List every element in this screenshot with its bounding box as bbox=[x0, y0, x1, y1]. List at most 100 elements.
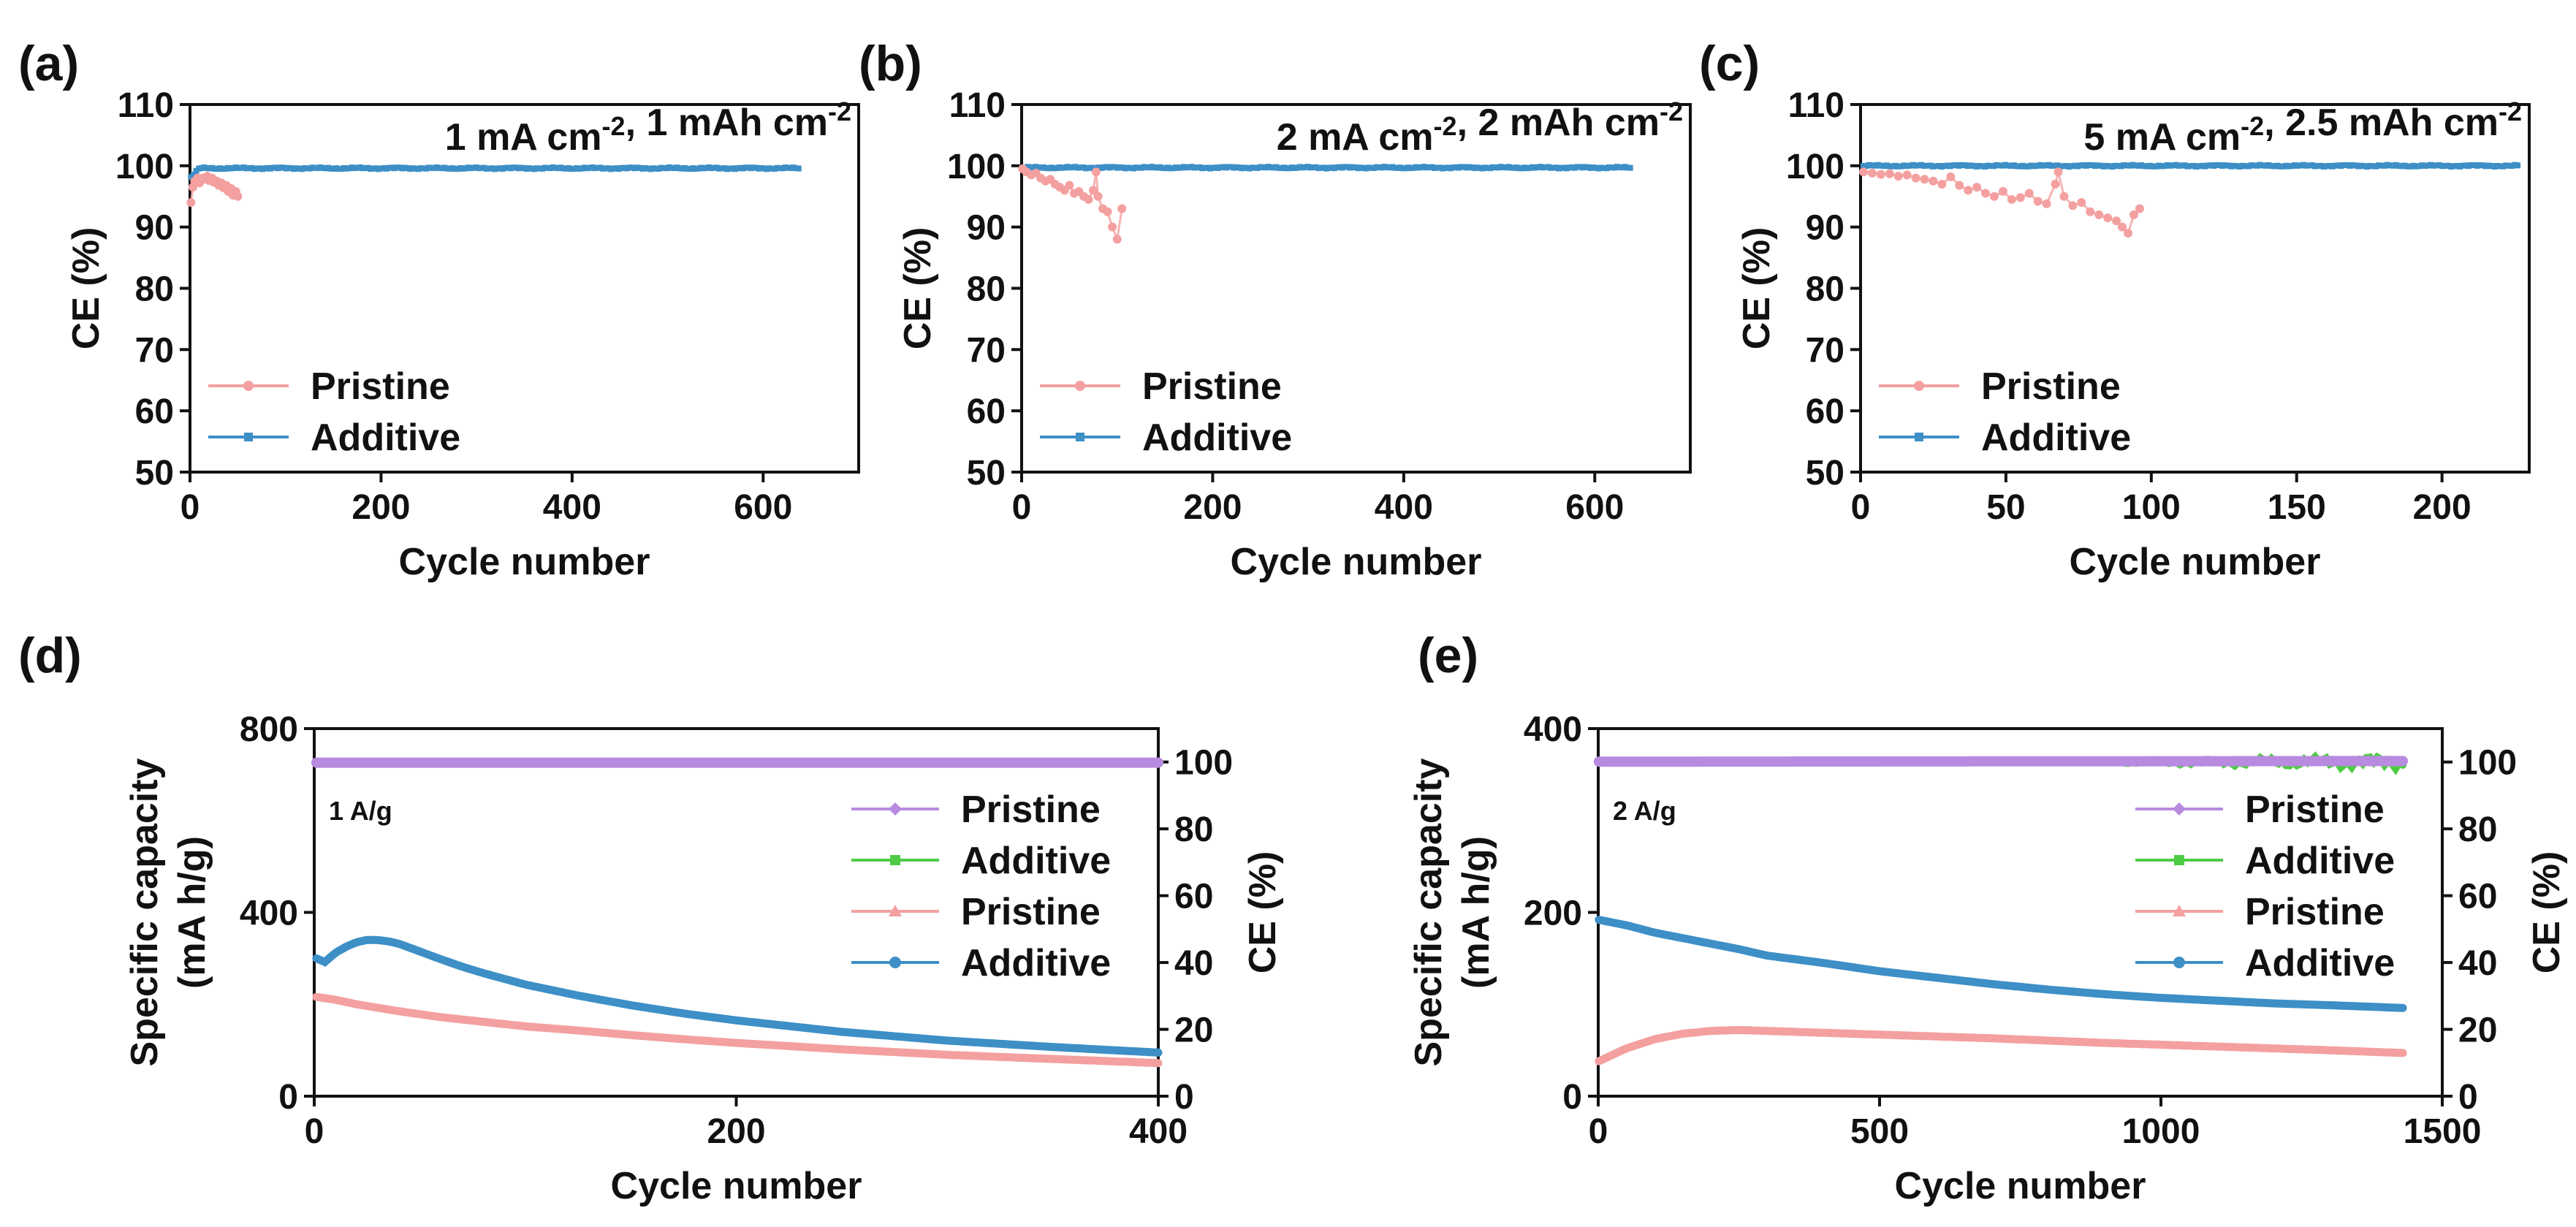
y2-tick-label: 60 bbox=[1174, 878, 1213, 916]
legend-capacity-pristine-marker bbox=[2173, 905, 2186, 916]
capacity-additive-line bbox=[1595, 916, 2407, 1012]
pristine-point bbox=[1998, 187, 2007, 197]
x-tick-label: 200 bbox=[352, 488, 410, 527]
legend-capacity-additive-marker bbox=[2173, 957, 2185, 968]
x-tick-label: 0 bbox=[1589, 1112, 1608, 1151]
pristine-point bbox=[233, 191, 243, 201]
legend-ce-pristine-label: Pristine bbox=[2245, 789, 2385, 831]
legend-label-pristine: Pristine bbox=[1981, 365, 2121, 408]
additive-point bbox=[2515, 162, 2521, 169]
y-axis-title: CE (%) bbox=[1736, 227, 1778, 350]
x-axis-title: Cycle number bbox=[1895, 1165, 2146, 1207]
y-tick-label: 110 bbox=[949, 86, 1006, 125]
y-tick-label: 90 bbox=[135, 209, 174, 248]
legend-label-additive: Additive bbox=[1981, 417, 2131, 459]
condition-annotation: 5 mA cm-2, 2.5 mAh cm-2 bbox=[2083, 96, 2522, 159]
y2-axis-title: CE (%) bbox=[1242, 851, 1284, 974]
pristine-point bbox=[1955, 181, 1964, 190]
legend-capacity-pristine-marker bbox=[889, 905, 902, 916]
y-tick-label: 0 bbox=[278, 1078, 298, 1117]
pristine-point bbox=[2051, 179, 2060, 189]
rate-label: 2 A/g bbox=[1613, 796, 1676, 826]
legend-marker-pristine bbox=[243, 381, 254, 391]
panel-b: (b) 0 200 400 600 50 60 70 80 90 100 110 Cycle numbe… bbox=[859, 36, 1692, 583]
x-tick-label: 150 bbox=[2268, 488, 2326, 527]
y2-tick-label: 20 bbox=[2458, 1011, 2497, 1050]
legend-capacity-additive-label: Additive bbox=[2245, 942, 2395, 984]
x-axis-title: Cycle number bbox=[611, 1165, 862, 1207]
x-tick-label: 100 bbox=[2122, 488, 2181, 527]
y-tick-label: 60 bbox=[967, 392, 1006, 431]
plot-frame bbox=[1859, 103, 2531, 474]
y-tick-label: 110 bbox=[1788, 86, 1844, 125]
x-tick-label: 0 bbox=[1851, 488, 1871, 527]
additive-point bbox=[795, 165, 802, 172]
pristine-point bbox=[1093, 191, 1103, 201]
plot-frame bbox=[1020, 103, 1692, 474]
y2-tick-label: 100 bbox=[1174, 744, 1233, 783]
y2-tick-label: 0 bbox=[1174, 1078, 1194, 1117]
x-tick-label: 50 bbox=[1986, 488, 2025, 527]
y2-tick-label: 20 bbox=[1174, 1011, 1213, 1050]
y2-tick-label: 80 bbox=[1174, 810, 1213, 849]
pristine-point bbox=[1981, 189, 1991, 198]
x-axis-title: Cycle number bbox=[2070, 541, 2321, 583]
x-tick-label: 1500 bbox=[2404, 1112, 2482, 1151]
x-tick-label: 600 bbox=[734, 488, 792, 527]
pristine-point bbox=[1972, 183, 1982, 192]
legend-marker-pristine bbox=[1075, 381, 1085, 391]
legend-label-additive: Additive bbox=[1142, 417, 1292, 459]
pristine-point bbox=[2135, 204, 2144, 213]
panel-label: (b) bbox=[859, 36, 922, 91]
y-tick-label: 100 bbox=[1786, 148, 1844, 186]
pristine-point bbox=[2015, 193, 2025, 202]
y-tick-label: 60 bbox=[135, 392, 174, 431]
pristine-point bbox=[2053, 167, 2063, 177]
y2-tick-label: 40 bbox=[2458, 944, 2497, 983]
pristine-point bbox=[2118, 222, 2127, 232]
pristine-point bbox=[1065, 181, 1074, 190]
legend-marker-additive bbox=[244, 433, 253, 441]
legend-marker-additive bbox=[1915, 433, 1923, 441]
pristine-point bbox=[1937, 179, 1947, 189]
x-tick-label: 1000 bbox=[2122, 1112, 2200, 1151]
pristine-point bbox=[2103, 213, 2113, 223]
legend-ce-pristine-marker bbox=[889, 802, 902, 816]
x-axis-title: Cycle number bbox=[399, 541, 650, 583]
legend-capacity-pristine-label: Pristine bbox=[961, 891, 1101, 933]
pristine-point bbox=[2094, 210, 2104, 219]
pristine-point bbox=[1117, 204, 1127, 213]
rate-label: 1 A/g bbox=[329, 796, 392, 826]
y-axis-title: CE (%) bbox=[897, 227, 939, 350]
pristine-point bbox=[1893, 172, 1903, 181]
x-tick-label: 400 bbox=[1375, 488, 1433, 527]
y-tick-label: 200 bbox=[1524, 894, 1582, 933]
y-tick-label: 50 bbox=[967, 454, 1006, 493]
pristine-point bbox=[1964, 186, 1973, 195]
panel-label: (e) bbox=[1418, 628, 1478, 683]
pristine-point bbox=[2007, 194, 2016, 204]
x-tick-label: 400 bbox=[543, 488, 601, 527]
y-tick-label: 90 bbox=[1806, 209, 1844, 248]
y-axis-unit: (mA h/g) bbox=[171, 836, 213, 989]
pristine-point bbox=[2124, 229, 2132, 238]
y-tick-label: 80 bbox=[1806, 270, 1844, 309]
x-tick-label: 200 bbox=[1183, 488, 1242, 527]
pristine-point bbox=[1920, 175, 1929, 184]
y-tick-label: 70 bbox=[1806, 331, 1844, 370]
legend-label-pristine: Pristine bbox=[1142, 365, 1282, 408]
y-axis-title: CE (%) bbox=[65, 227, 107, 350]
y2-tick-label: 100 bbox=[2458, 744, 2517, 783]
y-tick-label: 80 bbox=[135, 270, 174, 309]
condition-annotation: 1 mA cm-2, 1 mAh cm-2 bbox=[445, 96, 851, 159]
pristine-point bbox=[1858, 167, 1868, 177]
pristine-point bbox=[1108, 222, 1117, 232]
legend-ce-additive-label: Additive bbox=[2245, 840, 2395, 882]
legend-ce-pristine-label: Pristine bbox=[961, 789, 1101, 831]
legend-marker-pristine bbox=[1914, 381, 1924, 391]
legend-label-additive: Additive bbox=[311, 417, 460, 459]
additive-point bbox=[1627, 164, 1633, 171]
legend-capacity-pristine-label: Pristine bbox=[2245, 891, 2385, 933]
